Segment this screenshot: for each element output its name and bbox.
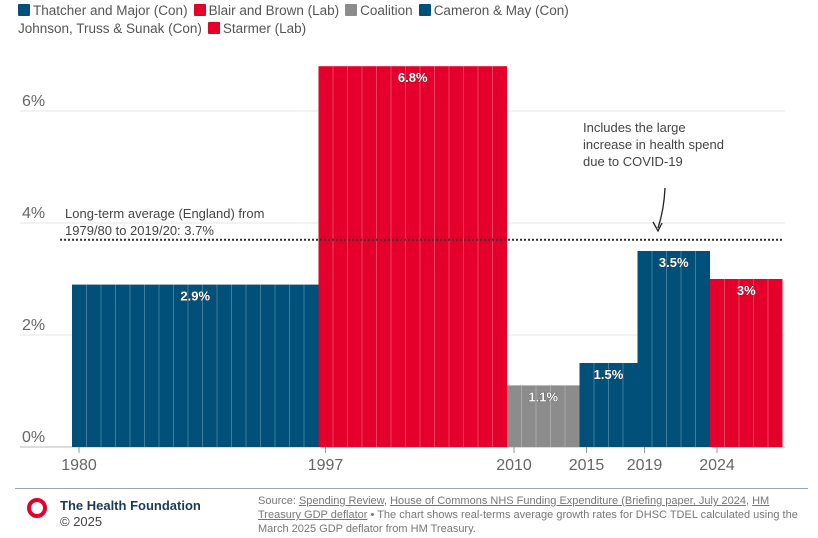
bar bbox=[72, 284, 319, 447]
arrowhead-icon bbox=[652, 221, 663, 233]
bar-label: 1.1% bbox=[528, 389, 558, 404]
covid-annotation: due to COVID-19 bbox=[583, 154, 683, 169]
link-spending-review[interactable]: Spending Review bbox=[298, 495, 384, 507]
x-tick-label: 2015 bbox=[569, 457, 605, 474]
legend-item: Starmer (Lab) bbox=[207, 20, 307, 38]
legend-swatch bbox=[193, 4, 206, 16]
chart-note: • The chart shows real-terms average gro… bbox=[258, 509, 798, 535]
source-note: Source: Spending Review, House of Common… bbox=[258, 495, 798, 535]
bar-label: 3.5% bbox=[659, 255, 689, 270]
average-label: Long-term average (England) from bbox=[65, 206, 264, 221]
bar-label: 2.9% bbox=[180, 289, 210, 304]
legend-item: Blair and Brown (Lab) bbox=[193, 2, 340, 20]
source-prefix: Source: bbox=[258, 495, 299, 507]
bar bbox=[710, 279, 783, 447]
legend-item: Coalition bbox=[345, 2, 413, 20]
average-label: 1979/80 to 2019/20: 3.7% bbox=[65, 223, 214, 238]
bar-label: 1.5% bbox=[594, 367, 624, 382]
health-foundation-logo-icon bbox=[27, 498, 47, 518]
legend-item: Cameron & May (Con) bbox=[418, 2, 569, 20]
x-tick-label: 2019 bbox=[627, 457, 663, 474]
legend-item: Johnson, Truss & Sunak (Con) bbox=[18, 20, 202, 38]
legend-swatch bbox=[207, 22, 220, 34]
x-tick-label: 2010 bbox=[496, 457, 532, 474]
legend-swatch bbox=[345, 4, 358, 16]
bar-label: 6.8% bbox=[398, 70, 428, 85]
link-gdp-deflator[interactable]: HM Treasury GDP deflator bbox=[258, 495, 770, 521]
chart: 0% 2% 4% 6% 2.9% 6.8% 1.1% 1.5% 3.5% 3% 1980 1997 20… bbox=[20, 66, 785, 474]
legend-label: Cameron & May (Con) bbox=[433, 3, 569, 18]
y-tick-label: 2% bbox=[22, 317, 45, 334]
y-tick-label: 4% bbox=[22, 205, 45, 222]
covid-annotation: increase in health spend bbox=[583, 137, 724, 152]
legend-label: Starmer (Lab) bbox=[222, 21, 307, 36]
bar bbox=[637, 251, 710, 447]
x-tick-label: 1980 bbox=[61, 457, 97, 474]
legend-item: Thatcher and Major (Con) bbox=[18, 2, 188, 20]
legend-swatch bbox=[18, 4, 30, 16]
copyright: © 2025 bbox=[60, 514, 103, 529]
legend-label: Coalition bbox=[360, 3, 413, 18]
y-tick-label: 6% bbox=[22, 93, 45, 110]
x-tick-label: 2024 bbox=[699, 457, 735, 474]
y-tick-label: 0% bbox=[22, 429, 45, 446]
link-commons-briefing[interactable]: House of Commons NHS Funding Expenditure… bbox=[390, 495, 746, 507]
bar-label: 3% bbox=[737, 283, 756, 298]
legend-label: Blair and Brown (Lab) bbox=[208, 3, 340, 18]
x-tick-label: 1997 bbox=[308, 457, 344, 474]
legend-label: Thatcher and Major (Con) bbox=[33, 3, 188, 18]
org-name: The Health Foundation bbox=[60, 498, 201, 513]
legend: Thatcher and Major (Con) Blair and Brown … bbox=[18, 2, 698, 38]
covid-annotation: Includes the large bbox=[583, 120, 686, 135]
legend-swatch bbox=[418, 4, 431, 16]
bar bbox=[318, 66, 507, 447]
footer-divider bbox=[15, 488, 808, 489]
bar bbox=[579, 363, 638, 447]
legend-label: Johnson, Truss & Sunak (Con) bbox=[18, 21, 202, 36]
bar bbox=[507, 385, 580, 447]
annotation-arrow bbox=[657, 187, 666, 229]
